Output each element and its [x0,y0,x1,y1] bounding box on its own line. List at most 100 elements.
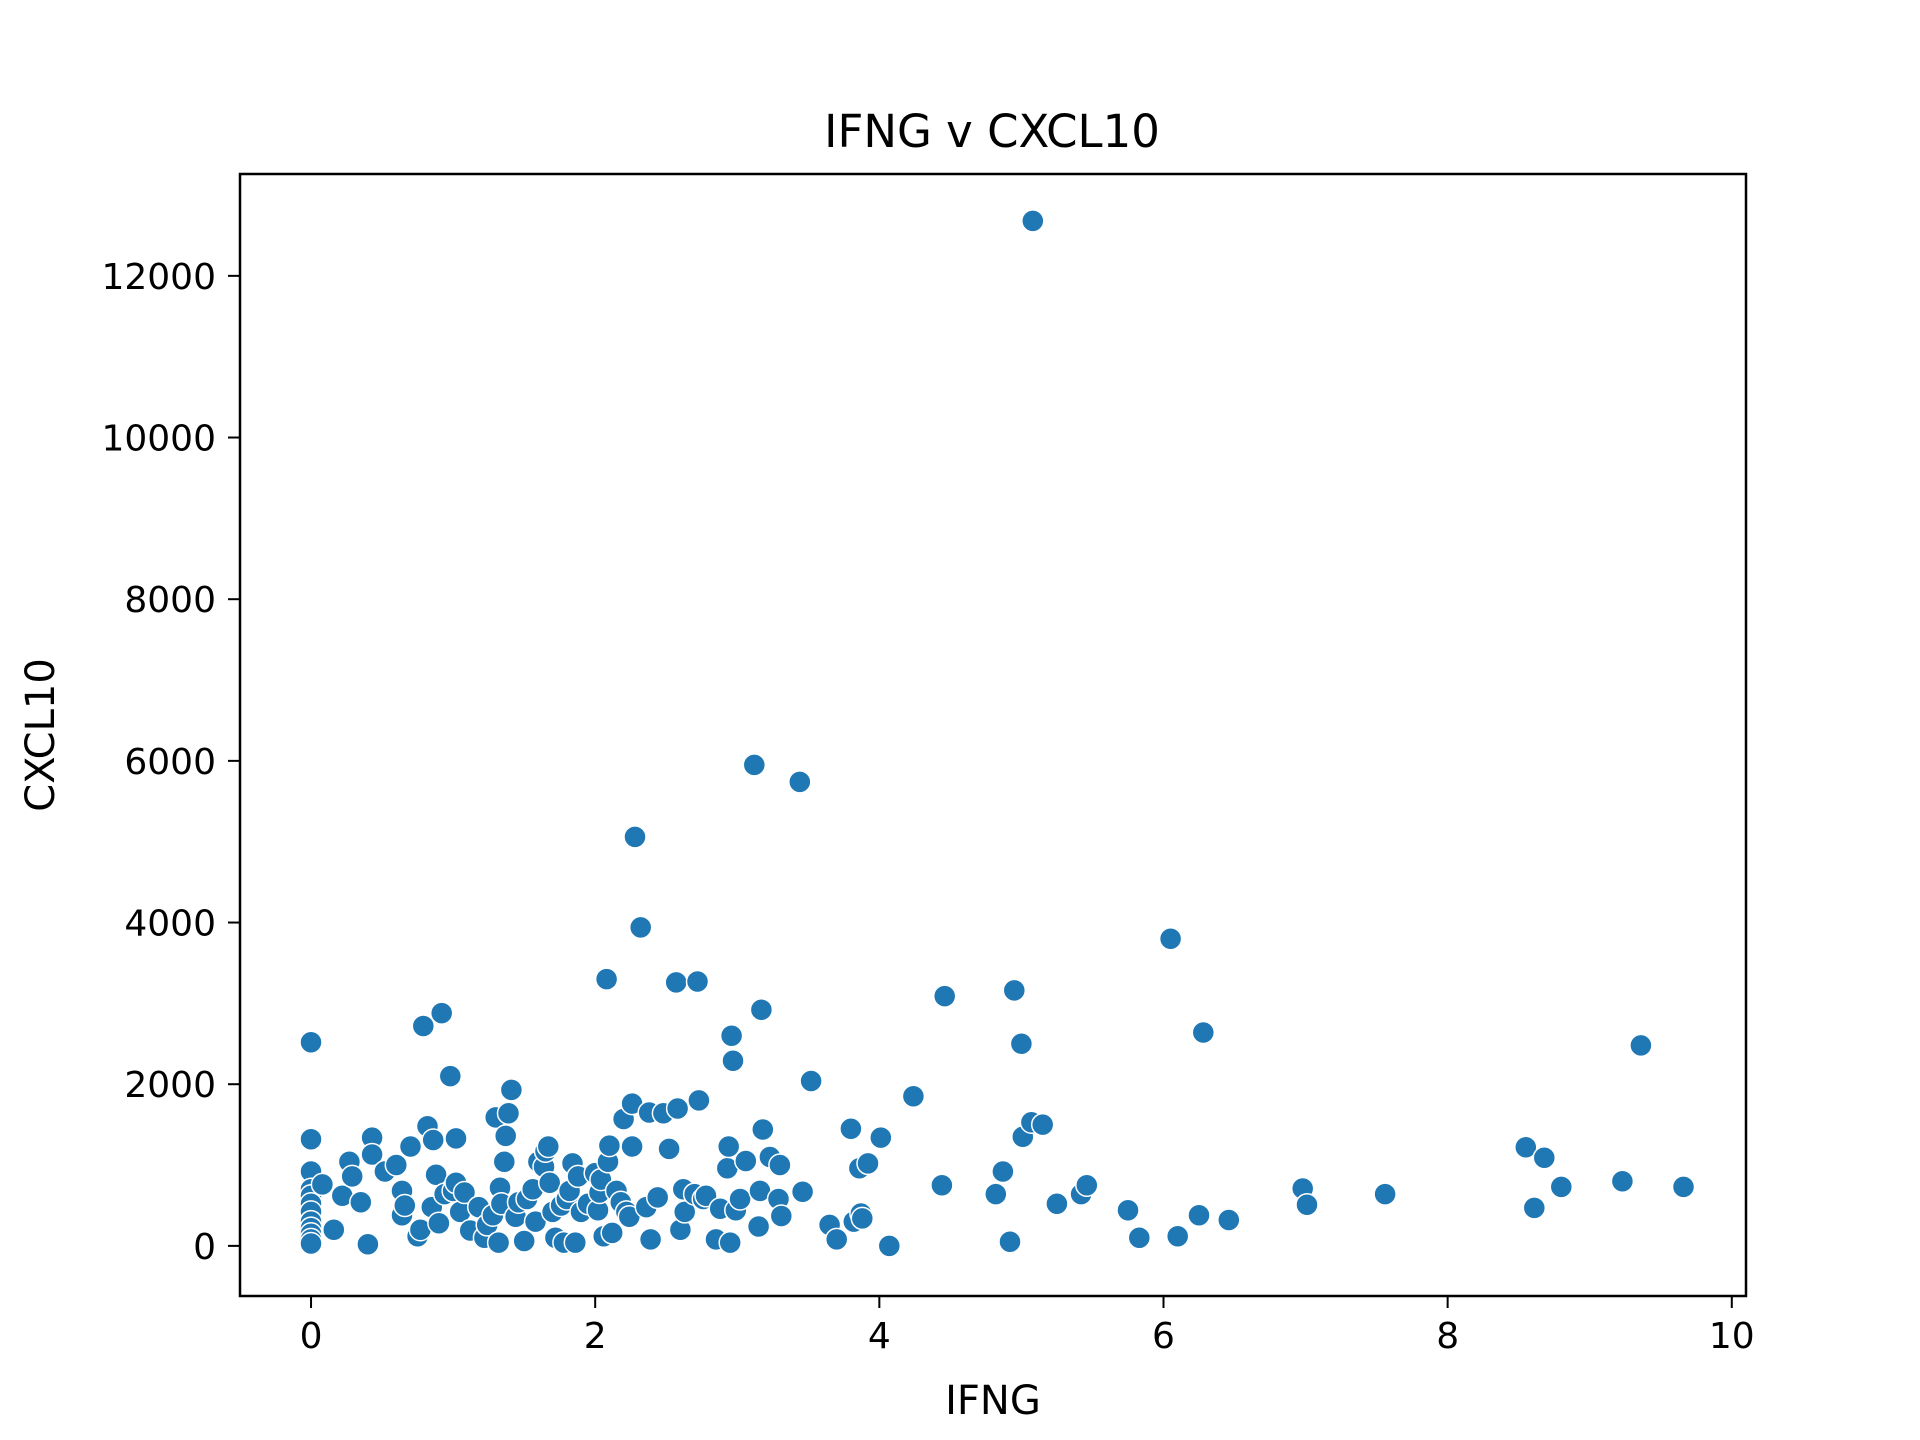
data-point [493,1124,518,1148]
data-point [645,1185,670,1210]
data-point [998,1230,1022,1254]
y-tick-label: 8000 [124,580,216,621]
data-point [496,1101,521,1126]
y-axis-ticks: 0 2000 4000 6000 8000 10000 12000 [101,257,240,1268]
data-point [790,1179,815,1204]
data-point [1187,1203,1211,1227]
data-point [869,1125,893,1150]
data-point [429,1001,454,1025]
data-point [427,1211,451,1235]
x-axis-ticks: 0 2 4 6 8 10 [300,1296,1755,1357]
data-point [1030,1112,1055,1137]
x-tick-label: 8 [1436,1316,1459,1357]
x-axis-label: IFNG [945,1378,1041,1424]
data-point [536,1134,561,1159]
x-tick-label: 4 [868,1316,891,1357]
data-point [1671,1175,1696,1199]
y-tick-label: 6000 [124,742,216,783]
data-point [751,1117,775,1142]
data-point [1075,1173,1099,1198]
data-point [687,1088,711,1113]
data-point [628,915,653,940]
data-point [749,998,774,1022]
data-point [597,1133,622,1158]
data-point [594,967,619,991]
data-point [512,1229,536,1253]
y-tick-label: 0 [193,1227,216,1268]
data-point [310,1172,335,1197]
data-point [839,1116,863,1141]
data-point [721,1049,745,1073]
data-point [742,753,767,777]
data-point [719,1023,744,1048]
data-point [901,1084,926,1109]
data-point [299,1127,323,1151]
data-point [623,825,647,849]
plot-frame [238,172,1748,1298]
data-point [322,1217,346,1242]
data-point [384,1153,409,1177]
data-point [1610,1169,1635,1193]
data-point [769,1204,794,1228]
data-point [499,1078,524,1102]
data-point [393,1193,417,1218]
data-point [734,1149,758,1173]
data-point [411,1014,436,1038]
data-point [1045,1192,1069,1216]
data-point [1002,978,1027,1003]
data-point [850,1206,875,1231]
data-point [444,1126,468,1151]
data-point [356,1232,380,1257]
data-point [685,969,710,994]
data-point [664,970,688,995]
data-point [563,1230,588,1255]
data-point [638,1227,663,1252]
y-tick-label: 4000 [124,904,216,945]
data-point [1522,1196,1547,1220]
data-point [799,1069,823,1093]
data-point [991,1159,1015,1184]
data-point [360,1142,384,1167]
data-point [877,1234,902,1258]
data-point [398,1134,423,1159]
data-points [299,209,1696,1258]
data-point [1009,1032,1034,1056]
data-point [672,1200,697,1224]
y-tick-label: 2000 [124,1065,216,1106]
data-point [716,1134,741,1159]
data-point [1217,1208,1241,1232]
data-point [299,1030,323,1054]
data-point [1191,1020,1216,1045]
x-tick-label: 0 [300,1316,323,1357]
data-point [1165,1224,1190,1248]
data-point [349,1190,373,1214]
data-point [930,1173,954,1198]
data-point [1295,1192,1319,1217]
data-point [299,1231,323,1256]
x-tick-label: 10 [1709,1316,1755,1357]
data-point [768,1153,792,1177]
y-axis-label: CXCL10 [18,658,64,812]
data-point [1127,1226,1152,1250]
data-point [492,1150,517,1174]
data-point [665,1096,690,1121]
data-point [718,1230,742,1255]
data-point [421,1128,445,1152]
data-point [1116,1198,1140,1223]
x-tick-label: 2 [584,1316,607,1357]
y-tick-label: 10000 [101,419,216,460]
data-point [856,1151,880,1176]
data-point [1158,926,1183,951]
data-point [788,770,812,794]
data-point [537,1171,562,1195]
data-point [486,1230,511,1255]
data-point [1514,1135,1538,1160]
y-tick-label: 12000 [101,257,216,298]
data-point [424,1162,448,1187]
data-point [657,1137,681,1161]
data-point [1373,1182,1397,1206]
data-point [984,1182,1008,1206]
data-point [932,984,957,1008]
